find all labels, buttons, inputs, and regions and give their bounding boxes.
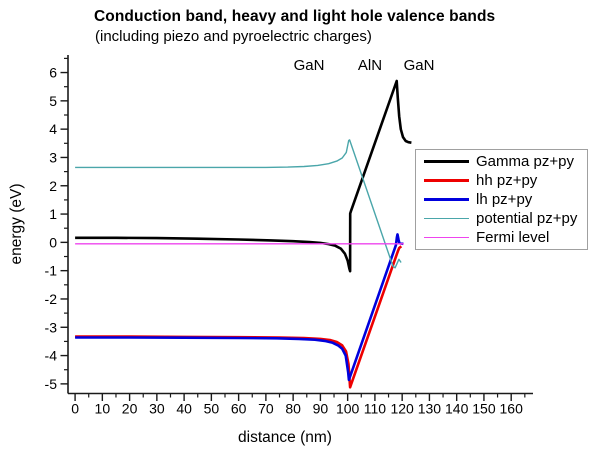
svg-text:110: 110 xyxy=(364,401,387,417)
series-gamma-pz-py xyxy=(75,79,412,273)
legend-label: potential pz+py xyxy=(476,210,578,227)
svg-text:-1: -1 xyxy=(45,263,58,279)
svg-text:100: 100 xyxy=(336,401,360,417)
legend-item: Fermi level xyxy=(424,228,587,247)
legend-item: hh pz+py xyxy=(424,171,587,190)
legend: Gamma pz+py hh pz+py lh pz+py potential … xyxy=(415,149,588,250)
chart-title: Conduction band, heavy and light hole va… xyxy=(94,8,496,25)
svg-text:40: 40 xyxy=(176,401,192,417)
svg-text:-2: -2 xyxy=(45,291,58,307)
svg-text:60: 60 xyxy=(231,401,247,417)
svg-text:2: 2 xyxy=(49,178,57,194)
legend-line-sample-lh xyxy=(424,198,469,201)
svg-text:-4: -4 xyxy=(45,348,58,364)
layer-label-aln: AlN xyxy=(357,57,383,74)
svg-text:20: 20 xyxy=(122,401,138,417)
svg-text:90: 90 xyxy=(313,401,329,417)
svg-text:130: 130 xyxy=(418,401,442,417)
legend-label: Fermi level xyxy=(476,229,550,246)
svg-text:-5: -5 xyxy=(45,376,58,392)
legend-line-sample-potential xyxy=(424,217,469,220)
legend-line-sample-fermi xyxy=(424,236,469,239)
legend-label: hh pz+py xyxy=(476,172,538,189)
legend-item: lh pz+py xyxy=(424,190,587,209)
x-axis-label: distance (nm) xyxy=(238,429,332,446)
svg-text:1: 1 xyxy=(49,206,57,222)
legend-label: lh pz+py xyxy=(476,191,533,208)
svg-text:30: 30 xyxy=(149,401,165,417)
svg-text:4: 4 xyxy=(49,121,57,137)
svg-text:0: 0 xyxy=(49,234,57,250)
svg-text:0: 0 xyxy=(71,401,79,417)
svg-text:120: 120 xyxy=(390,401,414,417)
layer-label-gan-right: GaN xyxy=(403,57,435,74)
svg-text:6: 6 xyxy=(49,65,57,81)
svg-text:10: 10 xyxy=(95,401,111,417)
svg-text:-3: -3 xyxy=(45,319,58,335)
series-lh-pz-py xyxy=(75,233,404,382)
svg-text:80: 80 xyxy=(285,401,301,417)
svg-text:70: 70 xyxy=(258,401,274,417)
series-potential-pz-py xyxy=(75,139,402,269)
legend-item: Gamma pz+py xyxy=(424,152,587,171)
svg-text:3: 3 xyxy=(49,149,57,165)
legend-line-sample-gamma xyxy=(424,160,469,163)
svg-text:50: 50 xyxy=(204,401,220,417)
svg-text:150: 150 xyxy=(472,401,496,417)
legend-line-sample-hh xyxy=(424,179,469,182)
svg-text:5: 5 xyxy=(49,93,57,109)
layer-label-gan-left: GaN xyxy=(293,57,325,74)
legend-item: potential pz+py xyxy=(424,209,587,228)
svg-text:140: 140 xyxy=(445,401,469,417)
chart-subtitle: (including piezo and pyroelectric charge… xyxy=(95,28,372,45)
legend-label: Gamma pz+py xyxy=(476,153,574,170)
svg-text:160: 160 xyxy=(500,401,524,417)
